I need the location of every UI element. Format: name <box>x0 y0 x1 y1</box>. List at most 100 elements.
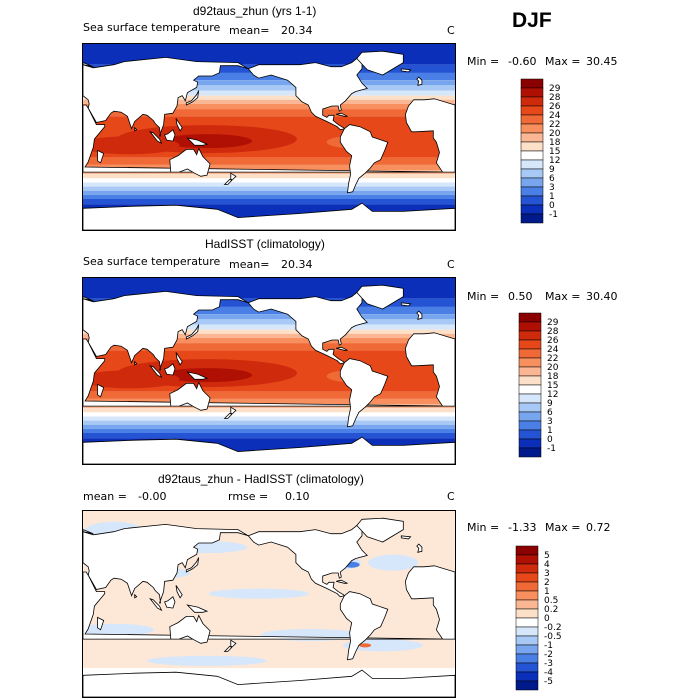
colorbar-swatch <box>518 447 542 458</box>
panel1-max-value: 30.45 <box>586 55 618 68</box>
sst-band <box>83 319 455 325</box>
panel3-mean-label: mean = <box>83 490 127 503</box>
panel2-title: HadISST (climatology) <box>205 237 325 251</box>
sst-band <box>83 190 455 195</box>
panel3-max-label: Max = <box>545 521 581 534</box>
diff-negative-patch <box>368 554 418 571</box>
colorbar-swatch <box>515 635 539 646</box>
continent-outline <box>164 129 176 142</box>
colorbar-swatch <box>518 411 542 422</box>
panel3-min-label: Min = <box>467 521 500 534</box>
brazil-current-anomaly <box>359 643 372 648</box>
sst-band <box>83 80 455 86</box>
continent-outline <box>247 287 368 365</box>
sst-band <box>83 337 455 344</box>
colorbar-label: 3 <box>547 417 553 427</box>
colorbar-label: 26 <box>549 102 561 112</box>
panel2-units: C <box>447 258 455 271</box>
panel2-min-label: Min = <box>467 290 500 303</box>
colorbar-label: -4 <box>544 668 553 678</box>
continent-outline <box>400 302 412 307</box>
colorbar-swatch <box>518 429 542 440</box>
panel1-variable: Sea surface temperature <box>83 21 221 34</box>
continent-outline <box>339 358 389 428</box>
panel2-max-label: Max = <box>545 290 581 303</box>
colorbar-label: -5 <box>544 677 553 687</box>
colorbar-label: 4 <box>544 560 550 570</box>
continent-outline <box>83 669 455 697</box>
colorbar-label: 20 <box>547 363 559 373</box>
sst-band <box>83 164 455 171</box>
sst-band <box>83 103 455 110</box>
sst-band <box>83 333 455 338</box>
colorbar-swatch <box>515 662 539 673</box>
sst-band <box>83 85 455 91</box>
colorbar-label: 0 <box>549 201 555 211</box>
continent-outline <box>169 381 211 411</box>
continent-outline <box>97 383 105 398</box>
colorbar-label: 9 <box>547 399 553 409</box>
colorbar-label: 2 <box>544 578 550 588</box>
colorbar-swatch <box>515 581 539 592</box>
colorbar-label: 5 <box>544 551 550 561</box>
diff-negative-patch <box>208 588 309 599</box>
colorbar-swatch <box>520 141 544 152</box>
continent-outline <box>339 591 389 661</box>
diff-negative-patch <box>147 655 267 666</box>
continent-outline <box>416 543 423 553</box>
sst-band <box>83 182 455 187</box>
continent-outline <box>336 112 348 117</box>
sst-band <box>83 186 455 191</box>
continent-outline <box>339 124 389 194</box>
season-label: DJF <box>512 9 552 32</box>
panel1-colorbar: 29 28 26 24 22 20 18 15 12 9 6 3 1 0 -1 <box>520 78 601 225</box>
colorbar-swatch <box>515 599 539 610</box>
colorbar-label: 29 <box>547 318 559 328</box>
panel3-rmse-label: rmse = <box>228 490 269 503</box>
colorbar-swatch <box>520 177 544 188</box>
colorbar-swatch <box>515 590 539 601</box>
panel3-title: d92taus_zhun - HadISST (climatology) <box>158 472 364 486</box>
continent-outline <box>185 557 200 573</box>
colorbar-label: 1 <box>549 192 555 202</box>
continent-outline <box>134 593 138 599</box>
colorbar-label: -1 <box>547 444 556 454</box>
continent-outline <box>83 202 455 230</box>
sst-band <box>83 433 455 439</box>
continent-outline <box>185 90 200 106</box>
continent-outline <box>223 412 233 419</box>
colorbar-label: 0 <box>544 614 550 624</box>
colorbar-swatch <box>518 366 542 377</box>
panel2-map-svg <box>83 278 455 464</box>
continent-outline <box>186 371 209 380</box>
panel3-map <box>82 510 456 698</box>
continent-outline <box>164 363 176 376</box>
continent-outline <box>404 98 455 173</box>
colorbar-label: -1 <box>544 641 553 651</box>
colorbar-label: 18 <box>549 138 561 148</box>
continent-outline <box>83 290 249 371</box>
warm-pool-core <box>162 134 252 149</box>
panel2-mean-label: mean= <box>229 258 270 271</box>
colorbar-label: 22 <box>549 120 560 130</box>
continent-outline <box>336 346 348 351</box>
panel2-colorbar: 29 28 26 24 22 20 18 15 12 9 6 3 1 0 -1 <box>518 312 599 459</box>
panel2-max-value: 30.40 <box>586 290 618 303</box>
colorbar-swatch <box>518 330 542 341</box>
colorbar-label: 20 <box>549 129 561 139</box>
colorbar-swatch <box>520 159 544 170</box>
continent-outline <box>416 76 423 86</box>
colorbar-swatch <box>518 384 542 395</box>
panel1-map-svg <box>83 44 455 230</box>
colorbar-label: 1 <box>547 426 553 436</box>
colorbar-swatch <box>518 420 542 431</box>
colorbar-label: 28 <box>549 93 561 103</box>
colorbar-label: 28 <box>547 327 559 337</box>
continent-outline <box>400 535 412 540</box>
colorbar-label: -1 <box>549 210 558 220</box>
colorbar-label: 29 <box>549 84 561 94</box>
panel2-map <box>82 277 456 465</box>
continent-outline <box>149 130 163 145</box>
